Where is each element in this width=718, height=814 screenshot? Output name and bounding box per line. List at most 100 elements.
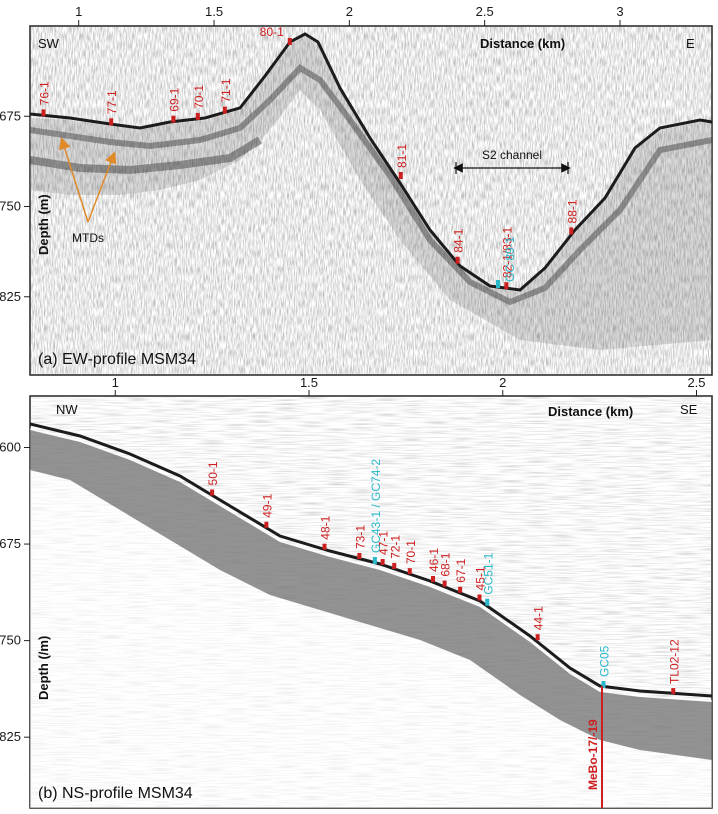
panel-b-gravity-core-marker xyxy=(601,681,606,688)
panel-b-y-tick-label: 675 xyxy=(0,536,21,551)
panel-a-station-marker xyxy=(41,109,46,117)
panel-a-station-marker xyxy=(195,112,200,120)
panel-b-seismic xyxy=(30,396,712,808)
panel-a-seismic xyxy=(30,26,712,375)
panel-a-y-tick-label: 675 xyxy=(0,108,21,123)
panel-a-y-tick-label: 825 xyxy=(0,289,21,304)
panel-a-x-tick-label: 2.5 xyxy=(476,4,494,19)
panel-b-gravity-core-label: GC51-1 xyxy=(481,552,495,594)
panel-a-station-label: 70-1 xyxy=(192,85,206,109)
panel-b: 1 1.5 2 2.5 600 675 750 825 NW SE Distance (km… xyxy=(0,375,713,809)
panel-b-station-label: 73-1 xyxy=(353,525,367,549)
panel-a-station-label: 82-1/83-1 xyxy=(500,226,514,278)
panel-a-station-label: 80-1 xyxy=(260,25,284,39)
panel-b-x-tick-label: 2 xyxy=(499,375,506,390)
panel-a-mtd-arrow-1 xyxy=(59,137,89,223)
panel-b-station-marker xyxy=(357,553,362,559)
panel-a-station-marker xyxy=(569,227,574,235)
panel-a-station-label: 71-1 xyxy=(219,78,233,102)
panel-b-seafloor xyxy=(30,422,712,698)
panel-a-station-marker xyxy=(222,106,227,114)
panel-a-station-marker xyxy=(171,115,176,123)
panel-b-gravity-core-marker xyxy=(372,557,377,564)
panel-b-gravity-core-label: GC05 xyxy=(598,645,612,677)
panel-a-station-marker xyxy=(287,38,292,45)
panel-b-station-marker xyxy=(458,586,463,593)
panel-a-x-axis-title: Distance (km) xyxy=(480,36,565,51)
panel-a-mtd-arrow-2 xyxy=(87,151,117,223)
panel-b-corner-left: NW xyxy=(56,402,78,417)
panel-b-station-label: 44-1 xyxy=(532,606,546,630)
panel-a-x-tick-label: 1 xyxy=(75,4,82,19)
panel-a-corner-right: E xyxy=(686,36,695,51)
panel-a-x-tick-label: 3 xyxy=(616,4,623,19)
panel-a-stations: 76-1 77-1 69-1 70-1 71-1 80-1 81-1 84-1 82-1/83-… xyxy=(38,25,579,290)
panel-b-station-label: 72-1 xyxy=(388,535,402,559)
panel-b-y-tick-label: 825 xyxy=(0,729,21,744)
panel-b-gravity-core-marker xyxy=(485,598,490,606)
panel-a-station-label: 77-1 xyxy=(105,90,119,114)
panel-b-y-ticks: 600 675 750 825 xyxy=(0,440,30,744)
panel-b-y-axis-title: Depth (/m) xyxy=(36,636,51,700)
panel-a-corner-left: SW xyxy=(38,36,60,51)
panel-b-y-tick-label: 600 xyxy=(0,440,21,455)
panel-a-channel-label: S2 channel xyxy=(482,148,542,162)
panel-a-noise xyxy=(30,26,712,375)
panel-b-title: (b) NS-profile MSM34 xyxy=(38,785,193,802)
panel-b-stations: 50-1 49-1 48-1 73-1 47-172-1 70-1 46-168-1 67-1… xyxy=(206,461,681,695)
panel-b-corner-right: SE xyxy=(680,402,698,417)
panel-b-station-label: 67-1 xyxy=(454,558,468,582)
panel-a: 1 1.5 2 2.5 3 675 750 825 SW E Distance (km) D… xyxy=(0,4,713,376)
panel-b-station-label: 47-1 xyxy=(377,531,391,555)
panel-b-station-marker xyxy=(407,568,412,575)
panel-b-station-label: 45-1 xyxy=(474,566,488,590)
panel-a-station-label: 76-1 xyxy=(38,81,52,105)
panel-b-x-tick-label: 2.5 xyxy=(687,375,705,390)
panel-a-station-marker xyxy=(109,118,114,126)
panel-a-mtd-unit xyxy=(30,136,263,175)
panel-b-station-marker xyxy=(477,594,482,601)
panel-b-reflector-zone xyxy=(30,430,712,760)
panel-b-station-marker xyxy=(380,559,385,565)
panel-a-y-axis-title: Depth (m) xyxy=(36,194,51,255)
panel-b-station-marker xyxy=(322,543,327,550)
panel-a-station-label: 84-1 xyxy=(452,228,466,252)
panel-b-x-tick-label: 1 xyxy=(112,375,119,390)
panel-b-station-label: 49-1 xyxy=(260,493,274,517)
panel-b-station-marker xyxy=(671,688,676,695)
panel-a-station-marker xyxy=(398,172,403,179)
panel-b-station-marker xyxy=(392,562,397,569)
panel-a-title: (a) EW-profile MSM34 xyxy=(38,351,196,368)
panel-b-station-label: 70-1 xyxy=(404,540,418,564)
panel-b-station-marker xyxy=(535,634,540,641)
panel-a-y-ticks: 675 750 825 xyxy=(0,108,30,304)
panel-a-station-marker xyxy=(455,256,460,264)
panel-b-x-axis-title: Distance (km) xyxy=(548,404,633,419)
panel-a-station-label: 69-1 xyxy=(167,87,181,111)
panel-b-y-tick-label: 750 xyxy=(0,633,21,648)
panel-a-y-tick-label: 750 xyxy=(0,199,21,214)
panel-b-station-label: 68-1 xyxy=(439,552,453,576)
panel-a-x-tick-label: 2 xyxy=(346,4,353,19)
panel-b-station-marker xyxy=(431,576,435,582)
panel-b-x-ticks: 1 1.5 2 2.5 xyxy=(112,375,706,396)
panel-a-x-ticks: 1 1.5 2 2.5 3 xyxy=(75,4,624,26)
panel-b-station-label: 50-1 xyxy=(206,461,220,485)
panel-a-mtd-label: MTDs xyxy=(72,231,104,245)
panel-b-station-marker xyxy=(264,521,269,528)
panel-b-station-label: 46-1 xyxy=(427,548,441,572)
panel-a-x-tick-label: 1.5 xyxy=(205,4,223,19)
panel-b-station-marker xyxy=(442,580,447,587)
panel-b-gravity-core-label: GC43-1 / GC74-2 xyxy=(369,459,383,553)
panel-a-seafloor xyxy=(30,32,712,292)
panel-a-station-label: 88-1 xyxy=(565,199,579,223)
panel-b-station-label: 48-1 xyxy=(319,515,333,539)
panel-a-gc-label: GC 89-1 xyxy=(503,236,517,282)
panel-a-station-label: 81-1 xyxy=(395,144,409,168)
panel-a-subsurface-reflector xyxy=(30,64,712,306)
panel-a-gc-marker xyxy=(496,280,500,288)
panel-b-station-label: TL02-12 xyxy=(667,639,681,684)
panel-b-mebo-label: MeBo-17/-19 xyxy=(586,719,600,790)
panel-b-gravity-cores: GC43-1 / GC74-2 GC51-1 GC05 xyxy=(369,459,612,688)
